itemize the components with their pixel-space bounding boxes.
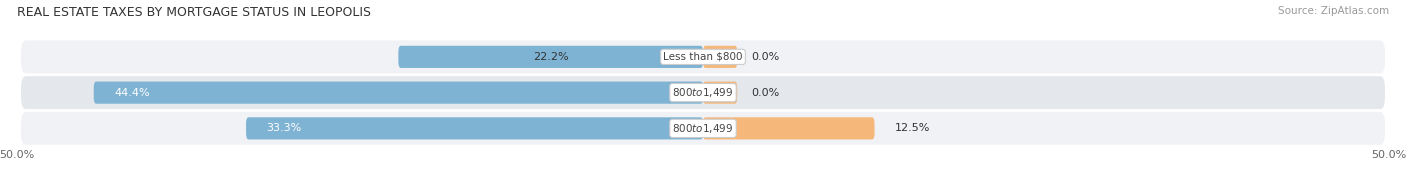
Text: 44.4%: 44.4% — [114, 88, 150, 98]
FancyBboxPatch shape — [703, 46, 737, 68]
FancyBboxPatch shape — [703, 117, 875, 139]
FancyBboxPatch shape — [703, 82, 737, 104]
Text: 0.0%: 0.0% — [751, 88, 779, 98]
Text: 33.3%: 33.3% — [267, 123, 302, 133]
FancyBboxPatch shape — [21, 40, 1385, 73]
Text: $800 to $1,499: $800 to $1,499 — [672, 122, 734, 135]
FancyBboxPatch shape — [398, 46, 703, 68]
FancyBboxPatch shape — [21, 112, 1385, 145]
Text: Less than $800: Less than $800 — [664, 52, 742, 62]
Text: 22.2%: 22.2% — [533, 52, 568, 62]
Text: 0.0%: 0.0% — [751, 52, 779, 62]
Text: 12.5%: 12.5% — [896, 123, 931, 133]
FancyBboxPatch shape — [246, 117, 703, 139]
FancyBboxPatch shape — [21, 76, 1385, 109]
FancyBboxPatch shape — [94, 82, 703, 104]
Text: Source: ZipAtlas.com: Source: ZipAtlas.com — [1278, 6, 1389, 16]
Text: REAL ESTATE TAXES BY MORTGAGE STATUS IN LEOPOLIS: REAL ESTATE TAXES BY MORTGAGE STATUS IN … — [17, 6, 371, 19]
Text: $800 to $1,499: $800 to $1,499 — [672, 86, 734, 99]
